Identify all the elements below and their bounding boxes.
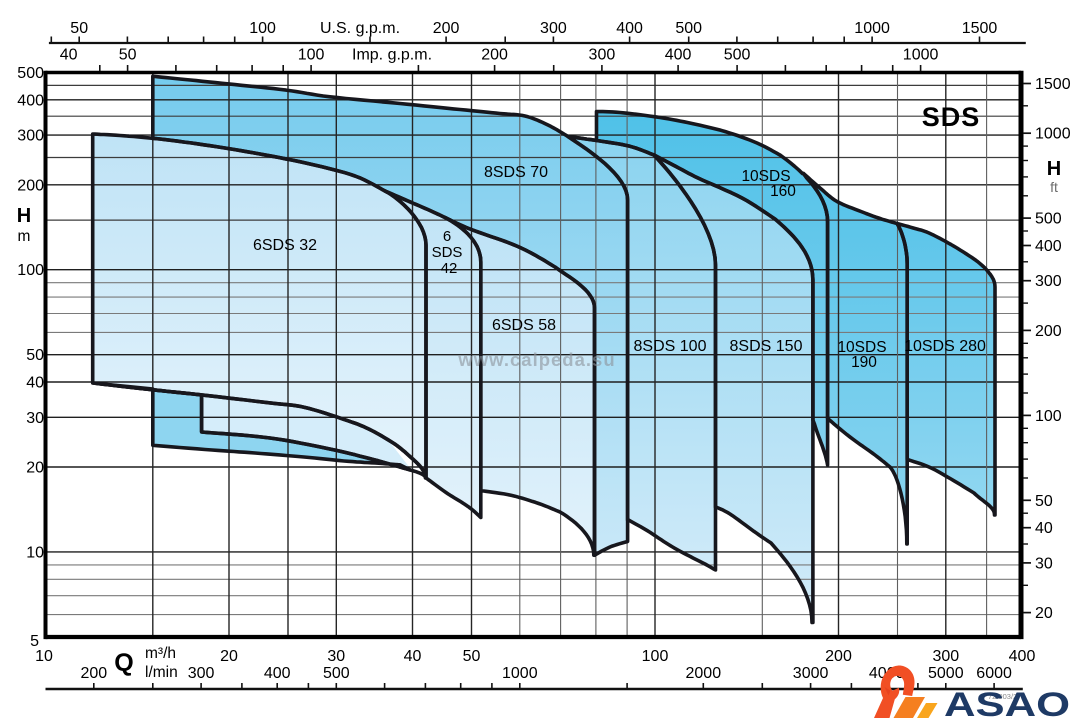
svg-text:30: 30	[1035, 555, 1053, 572]
svg-text:50: 50	[1035, 493, 1053, 510]
svg-text:8SDS 100: 8SDS 100	[634, 338, 707, 355]
svg-text:Imp. g.p.m.: Imp. g.p.m.	[352, 47, 432, 64]
svg-text:6000: 6000	[976, 665, 1012, 682]
svg-text:8SDS 150: 8SDS 150	[730, 338, 803, 355]
svg-text:10SDS: 10SDS	[837, 339, 886, 356]
svg-text:3000: 3000	[793, 665, 829, 682]
svg-text:40: 40	[26, 375, 44, 392]
svg-text:30: 30	[26, 410, 44, 427]
svg-text:50: 50	[463, 648, 481, 665]
svg-text:42: 42	[441, 260, 458, 277]
svg-text:1500: 1500	[962, 20, 998, 37]
svg-text:200: 200	[825, 648, 852, 665]
svg-text:400: 400	[616, 20, 643, 37]
svg-text:1000: 1000	[1035, 126, 1071, 143]
svg-text:40: 40	[60, 47, 78, 64]
svg-text:m: m	[18, 228, 31, 245]
svg-text:300: 300	[188, 665, 215, 682]
svg-text:300: 300	[1035, 273, 1062, 290]
svg-text:400: 400	[1009, 648, 1036, 665]
svg-text:Q: Q	[114, 649, 133, 677]
svg-text:2000: 2000	[686, 665, 722, 682]
svg-text:50: 50	[26, 347, 44, 364]
svg-text:500: 500	[675, 20, 702, 37]
svg-text:50: 50	[119, 47, 137, 64]
svg-text:ft: ft	[1050, 179, 1058, 195]
svg-text:400: 400	[665, 47, 692, 64]
svg-text:1500: 1500	[1035, 76, 1071, 93]
svg-text:100: 100	[1035, 408, 1062, 425]
svg-text:200: 200	[433, 20, 460, 37]
svg-text:200: 200	[481, 47, 508, 64]
svg-text:20: 20	[1035, 605, 1053, 622]
svg-text:20: 20	[26, 460, 44, 477]
svg-text:10SDS 280: 10SDS 280	[904, 338, 986, 355]
svg-text:8SDS 70: 8SDS 70	[484, 164, 548, 181]
svg-text:500: 500	[17, 65, 44, 82]
svg-text:300: 300	[932, 648, 959, 665]
svg-text:6SDS 58: 6SDS 58	[492, 317, 556, 334]
svg-text:1000: 1000	[854, 20, 890, 37]
svg-text:6: 6	[443, 228, 451, 245]
svg-text:1000: 1000	[502, 665, 538, 682]
svg-text:160: 160	[770, 183, 796, 200]
svg-text:300: 300	[589, 47, 616, 64]
svg-text:10: 10	[26, 544, 44, 561]
svg-text:30: 30	[327, 648, 345, 665]
svg-text:100: 100	[17, 262, 44, 279]
svg-text:40: 40	[404, 648, 422, 665]
svg-text:10: 10	[35, 648, 53, 665]
svg-text:SDS: SDS	[432, 244, 463, 261]
svg-text:5: 5	[30, 633, 39, 650]
svg-text:190: 190	[851, 354, 877, 371]
svg-text:400: 400	[17, 92, 44, 109]
svg-text:10SDS: 10SDS	[741, 168, 790, 185]
svg-text:500: 500	[724, 47, 751, 64]
svg-text:500: 500	[323, 665, 350, 682]
svg-text:50: 50	[70, 20, 88, 37]
svg-text:100: 100	[298, 47, 325, 64]
svg-text:m³/h: m³/h	[145, 645, 176, 662]
svg-text:300: 300	[17, 128, 44, 145]
svg-text:300: 300	[540, 20, 567, 37]
svg-text:H: H	[1047, 158, 1061, 180]
svg-text:www.calpeda.su: www.calpeda.su	[457, 349, 615, 370]
svg-text:SDS: SDS	[922, 102, 981, 132]
svg-text:5000: 5000	[928, 665, 964, 682]
svg-text:400: 400	[1035, 238, 1062, 255]
svg-text:100: 100	[249, 20, 276, 37]
svg-text:1000: 1000	[903, 47, 939, 64]
svg-text:ASAO: ASAO	[944, 686, 1070, 718]
svg-text:200: 200	[17, 177, 44, 194]
svg-text:H: H	[17, 205, 31, 227]
svg-text:72.003/2: 72.003/2	[988, 692, 1017, 701]
svg-text:400: 400	[264, 665, 291, 682]
svg-text:20: 20	[220, 648, 238, 665]
svg-text:500: 500	[1035, 211, 1062, 228]
svg-text:40: 40	[1035, 520, 1053, 537]
svg-text:200: 200	[80, 665, 107, 682]
svg-text:l/min: l/min	[145, 664, 178, 681]
svg-text:6SDS 32: 6SDS 32	[253, 237, 317, 254]
svg-text:100: 100	[642, 648, 669, 665]
svg-text:200: 200	[1035, 323, 1062, 340]
svg-text:U.S. g.p.m.: U.S. g.p.m.	[320, 20, 400, 37]
